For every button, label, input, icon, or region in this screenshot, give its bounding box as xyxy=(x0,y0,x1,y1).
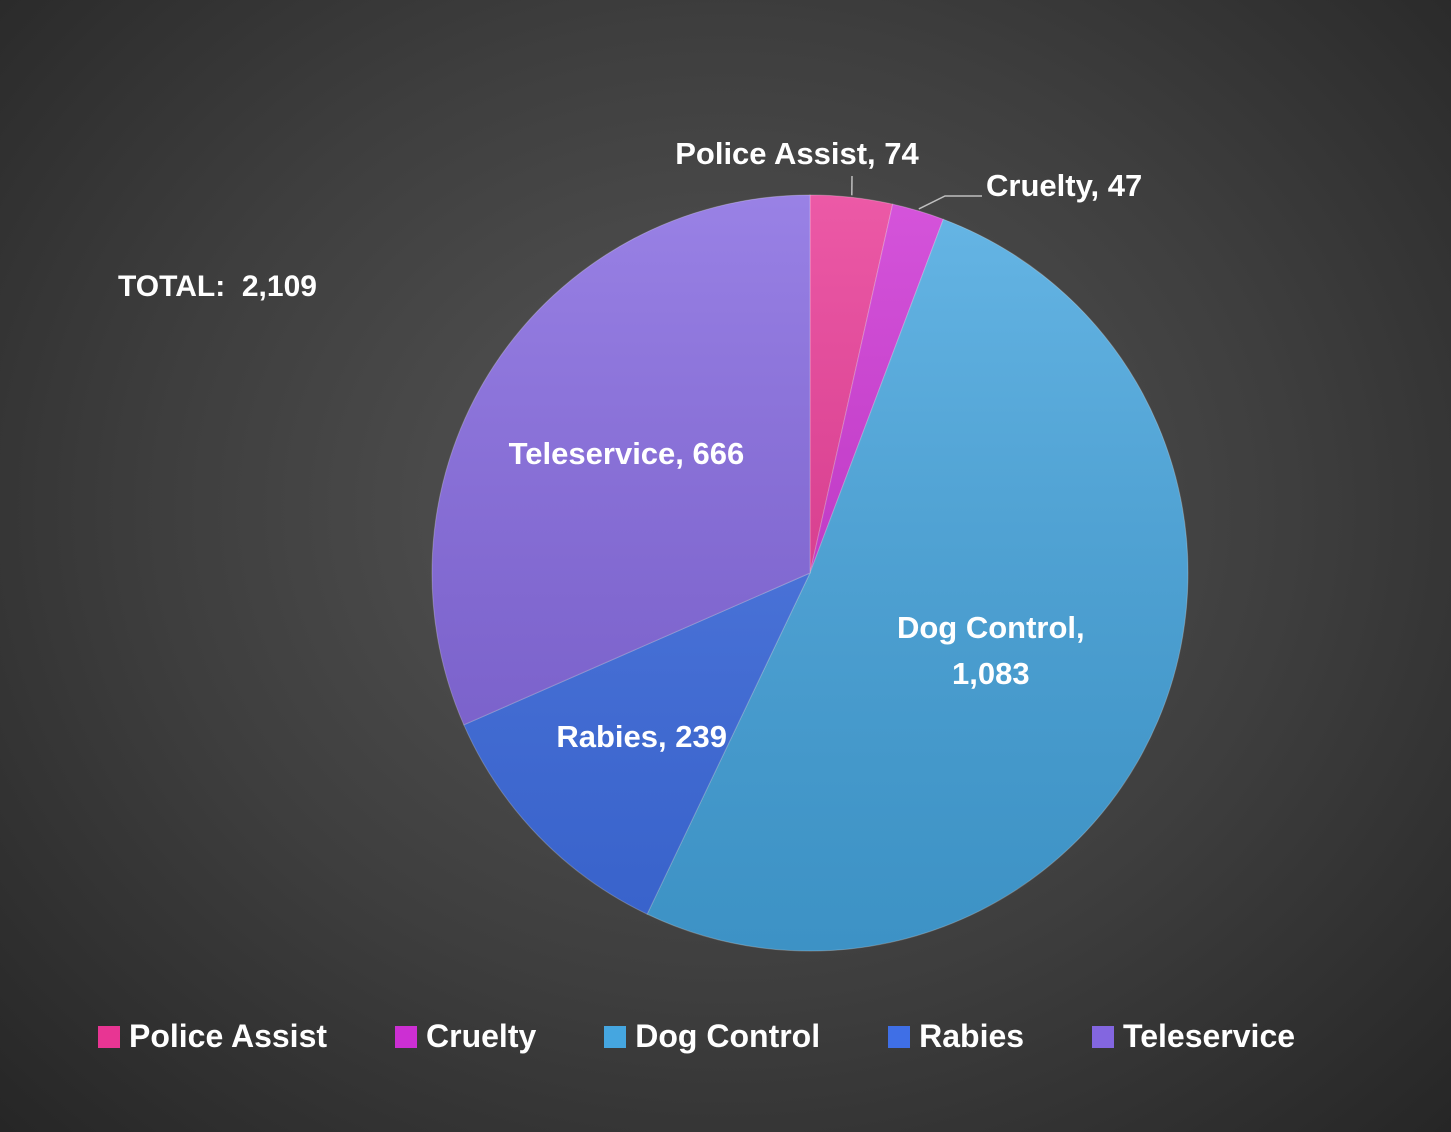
legend-swatch-teleservice xyxy=(1092,1025,1115,1048)
data-label-cruelty: Cruelty, 47 xyxy=(986,168,1142,203)
data-label-police-assist: Police Assist, 74 xyxy=(675,136,919,171)
legend: Police Assist Cruelty Dog Control Rabies Tel… xyxy=(98,1018,1295,1055)
legend-label-cruelty: Cruelty xyxy=(426,1018,537,1054)
legend-item-dog-control: Dog Control xyxy=(604,1018,820,1055)
legend-label-rabies: Rabies xyxy=(919,1018,1025,1054)
legend-label-teleservice: Teleservice xyxy=(1123,1018,1296,1054)
legend-item-teleservice: Teleservice xyxy=(1092,1018,1295,1055)
data-label-rabies: Rabies, 239 xyxy=(556,719,727,754)
legend-item-rabies: Rabies xyxy=(888,1018,1024,1055)
legend-label-dog-control: Dog Control xyxy=(635,1018,821,1054)
data-label-dog-control: Dog Control, 1,083 xyxy=(897,610,1085,691)
legend-swatch-dog-control xyxy=(604,1025,627,1048)
leader-line-cruelty xyxy=(918,195,982,210)
legend-swatch-rabies xyxy=(888,1025,911,1048)
legend-item-cruelty: Cruelty xyxy=(395,1018,536,1055)
total-label: TOTAL: 2,109 xyxy=(118,270,317,303)
legend-swatch-police-assist xyxy=(98,1025,120,1048)
data-label-teleservice: Teleservice, 666 xyxy=(509,436,745,471)
legend-item-police-assist: Police Assist xyxy=(98,1018,327,1055)
legend-swatch-cruelty xyxy=(395,1025,418,1048)
legend-label-police-assist: Police Assist xyxy=(129,1018,328,1054)
